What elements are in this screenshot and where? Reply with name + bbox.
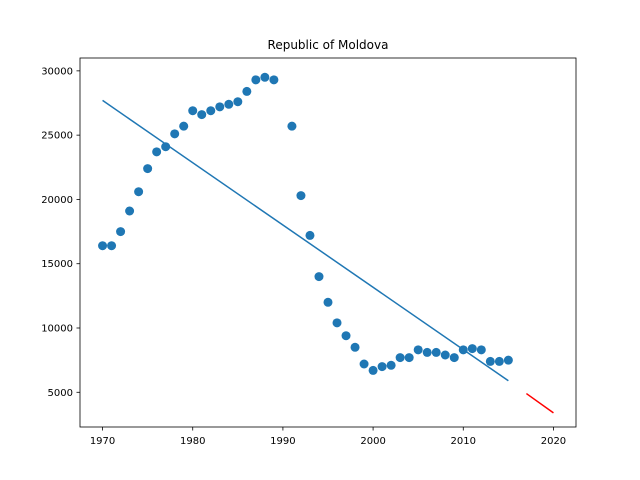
data-point-3 (125, 206, 135, 216)
data-point-41 (476, 345, 486, 355)
data-point-34 (413, 345, 423, 355)
y-tick-label: 10000 (41, 324, 73, 335)
y-tick-label: 5000 (48, 388, 73, 399)
data-point-11 (197, 110, 207, 120)
data-point-43 (494, 356, 504, 366)
data-point-2 (116, 227, 126, 237)
data-point-36 (431, 347, 441, 357)
data-point-18 (260, 72, 270, 82)
data-point-5 (143, 164, 153, 174)
y-tick-label: 25000 (41, 131, 73, 142)
x-tick-label: 1990 (270, 436, 295, 447)
data-point-35 (422, 347, 432, 357)
data-point-27 (350, 342, 360, 352)
data-point-6 (152, 147, 162, 157)
data-point-28 (359, 359, 369, 369)
y-tick-label: 15000 (41, 259, 73, 270)
data-point-40 (467, 344, 477, 354)
data-point-17 (251, 75, 261, 85)
data-point-1 (107, 241, 117, 251)
chart-title: Republic of Moldova (268, 38, 389, 52)
data-point-24 (323, 297, 333, 307)
data-point-19 (269, 75, 279, 85)
data-point-22 (305, 230, 315, 240)
data-point-8 (170, 129, 180, 139)
data-point-33 (404, 353, 414, 363)
data-point-29 (368, 365, 378, 375)
series-line-1 (102, 99, 509, 382)
data-point-44 (503, 355, 513, 365)
data-point-20 (287, 121, 297, 131)
data-point-12 (206, 106, 216, 116)
data-point-13 (215, 102, 225, 112)
x-tick-label: 2000 (360, 436, 385, 447)
axes: 1970 1980 1990 2000 2010 2020 5000 10000 15000 20… (41, 57, 577, 447)
data-point-38 (449, 353, 459, 363)
data-point-10 (188, 106, 198, 116)
data-point-0 (98, 241, 108, 251)
data-point-37 (440, 350, 450, 360)
data-point-30 (377, 362, 387, 372)
data-point-31 (386, 360, 396, 370)
data-point-26 (341, 331, 351, 341)
x-tick-label: 1970 (90, 436, 115, 447)
y-tick-label: 30000 (41, 66, 73, 77)
plot-area (98, 72, 554, 414)
y-tick-label: 20000 (41, 195, 73, 206)
data-point-4 (134, 187, 144, 197)
data-point-42 (485, 356, 495, 366)
x-tick-label: 2020 (541, 436, 566, 447)
data-point-16 (242, 86, 252, 96)
data-point-15 (233, 97, 243, 107)
data-point-21 (296, 191, 306, 201)
axes-frame (79, 57, 577, 428)
data-point-14 (224, 99, 234, 109)
x-tick-label: 1980 (180, 436, 205, 447)
series-line-2 (525, 392, 554, 414)
data-point-25 (332, 318, 342, 328)
data-point-23 (314, 272, 324, 282)
data-point-9 (179, 121, 189, 131)
data-point-32 (395, 353, 405, 363)
x-tick-label: 2010 (451, 436, 476, 447)
data-point-7 (161, 142, 171, 152)
